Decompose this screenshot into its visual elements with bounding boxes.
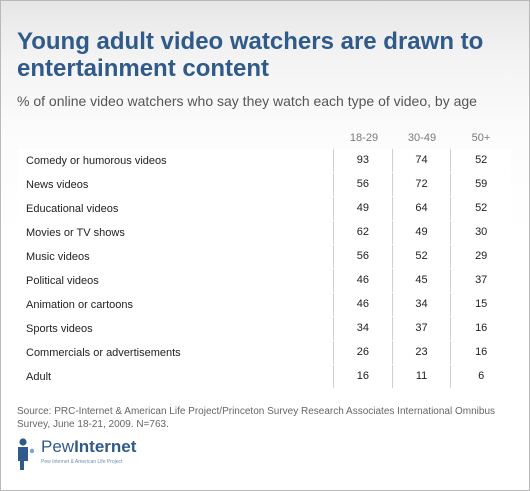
table-row: Music videos 56 52 29: [18, 245, 511, 268]
value-cell: 59: [450, 173, 511, 196]
value-cell: 56: [333, 173, 392, 196]
value-cell: 16: [450, 317, 511, 340]
table-header: 18-29 30-49 50+: [18, 128, 511, 148]
row-label: Music videos: [26, 250, 90, 263]
row-label: Commercials or advertisements: [26, 346, 181, 359]
table-row: Animation or cartoons 46 34 15: [18, 293, 511, 316]
column-header-18-29: 18-29: [349, 132, 379, 144]
value-cell: 46: [333, 269, 392, 292]
value-cell: 45: [391, 269, 451, 292]
value-cell: 52: [391, 245, 451, 268]
row-label: Animation or cartoons: [26, 298, 133, 311]
row-label: Movies or TV shows: [26, 226, 125, 239]
logo-word-light: Pew: [41, 437, 75, 456]
value-cell: 37: [391, 317, 451, 340]
table-row: Commercials or advertisements 26 23 16: [18, 341, 511, 364]
value-cell: 49: [391, 221, 451, 244]
pew-figure-icon: [18, 438, 35, 470]
value-cell: 16: [333, 365, 392, 388]
value-cell: 72: [391, 173, 451, 196]
table-body: Comedy or humorous videos 93 74 52 News vide…: [18, 149, 511, 388]
value-cell: 15: [450, 293, 511, 316]
table-row: Sports videos 34 37 16: [18, 317, 511, 340]
row-label: Comedy or humorous videos: [26, 154, 167, 167]
value-cell: 26: [333, 341, 392, 364]
value-cell: 74: [391, 149, 451, 172]
table-row: Adult 16 11 6: [18, 365, 511, 388]
row-label: Political videos: [26, 274, 99, 287]
row-label: News videos: [26, 178, 89, 191]
row-label: Sports videos: [26, 322, 93, 335]
value-cell: 34: [333, 317, 392, 340]
table-row: Educational videos 49 64 52: [18, 197, 511, 220]
value-cell: 30: [450, 221, 511, 244]
value-cell: 56: [333, 245, 392, 268]
table-row: News videos 56 72 59: [18, 173, 511, 196]
value-cell: 46: [333, 293, 392, 316]
logo-wordmark: PewInternet: [41, 437, 136, 457]
value-cell: 64: [391, 197, 451, 220]
chart-subtitle: % of online video watchers who say they …: [17, 93, 477, 109]
pew-internet-logo: PewInternet Pew Internet & American Life…: [15, 437, 175, 473]
table-row: Movies or TV shows 62 49 30: [18, 221, 511, 244]
value-cell: 52: [450, 197, 511, 220]
table-row: Comedy or humorous videos 93 74 52: [18, 149, 511, 172]
value-cell: 16: [450, 341, 511, 364]
source-note: Source: PRC-Internet & American Life Pro…: [17, 406, 496, 430]
row-label: Adult: [26, 370, 52, 383]
value-cell: 52: [450, 149, 511, 172]
value-cell: 62: [333, 221, 392, 244]
value-cell: 34: [391, 293, 451, 316]
data-table: 18-29 30-49 50+ Comedy or humorous video…: [18, 128, 511, 388]
chart-title: Young adult video watchers are drawn to …: [17, 28, 484, 82]
value-cell: 93: [333, 149, 392, 172]
value-cell: 23: [391, 341, 451, 364]
value-cell: 37: [450, 269, 511, 292]
value-cell: 6: [450, 365, 511, 388]
value-cell: 29: [450, 245, 511, 268]
value-cell: 11: [391, 365, 451, 388]
logo-tagline: Pew Internet & American Life Project: [41, 459, 123, 465]
table-row: Political videos 46 45 37: [18, 269, 511, 292]
value-cell: 49: [333, 197, 392, 220]
column-header-30-49: 30-49: [407, 132, 437, 144]
row-label: Educational videos: [26, 202, 119, 215]
logo-word-bold: Internet: [74, 437, 137, 456]
column-header-50-plus: 50+: [471, 132, 491, 144]
